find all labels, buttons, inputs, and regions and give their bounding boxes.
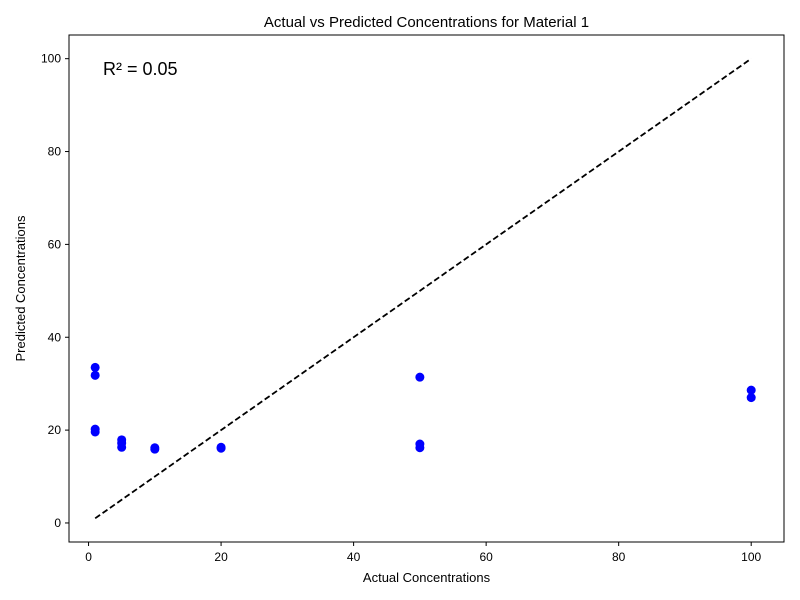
x-tick-label: 60 <box>479 550 493 564</box>
data-point <box>216 443 226 453</box>
data-point <box>415 443 425 453</box>
y-axis-ticks: 0 20 40 60 80 100 <box>41 52 69 530</box>
y-tick-label: 100 <box>41 52 61 66</box>
x-tick-label: 20 <box>214 550 228 564</box>
r-squared-annotation: R² = 0.05 <box>103 59 178 79</box>
x-tick-label: 80 <box>612 550 626 564</box>
reference-line-layer <box>94 57 752 520</box>
y-axis-label: Predicted Concentrations <box>13 215 28 361</box>
data-point <box>746 393 756 403</box>
data-point <box>90 362 100 372</box>
data-point <box>746 385 756 395</box>
x-tick-label: 40 <box>347 550 361 564</box>
identity-reference-line <box>94 57 752 520</box>
x-axis-label: Actual Concentrations <box>363 570 491 585</box>
x-tick-label: 0 <box>85 550 92 564</box>
data-point <box>415 372 425 382</box>
data-point <box>90 427 100 437</box>
x-axis-ticks: 0 20 40 60 80 100 <box>85 542 762 564</box>
y-tick-label: 20 <box>48 423 62 437</box>
data-point <box>90 370 100 380</box>
data-point <box>117 442 127 452</box>
plot-area-frame <box>68 34 785 543</box>
x-tick-label: 100 <box>741 550 761 564</box>
y-tick-label: 60 <box>48 237 62 251</box>
y-tick-label: 40 <box>48 330 62 344</box>
data-points-layer <box>90 362 756 454</box>
chart-title: Actual vs Predicted Concentrations for M… <box>264 14 589 31</box>
y-tick-label: 0 <box>54 516 61 530</box>
y-tick-label: 80 <box>48 145 62 159</box>
data-point <box>150 444 160 454</box>
